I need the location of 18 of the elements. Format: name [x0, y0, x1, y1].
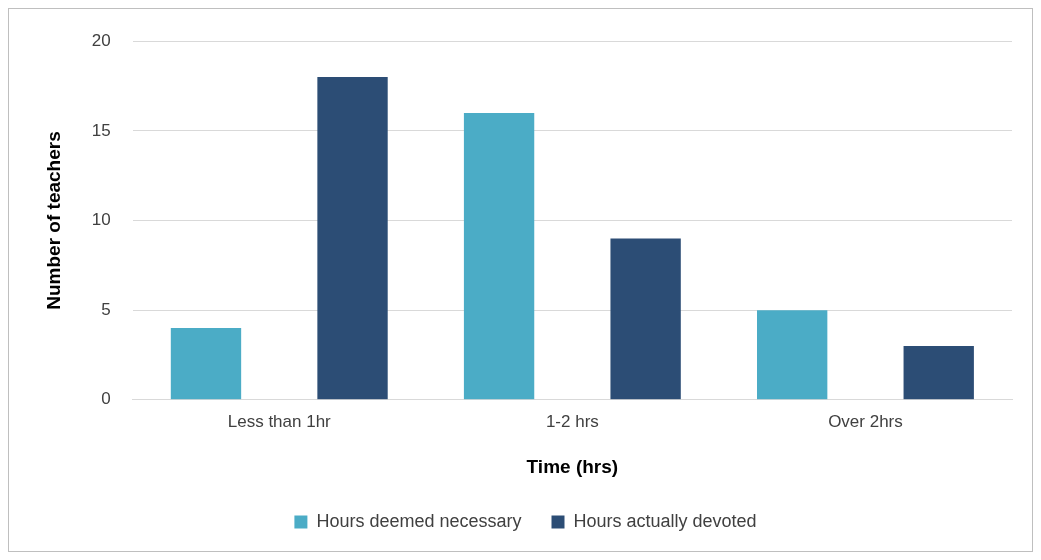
x-tick-label: Over 2hrs — [828, 411, 903, 431]
bar — [757, 310, 828, 400]
y-tick-label: 5 — [101, 299, 111, 319]
x-tick-label: Less than 1hr — [227, 411, 332, 431]
bar — [170, 328, 242, 400]
bar — [610, 238, 681, 400]
legend-label: Hours deemed necessary — [316, 510, 522, 531]
x-tick-label: 1-2 hrs — [545, 411, 599, 431]
y-tick-label: 10 — [91, 210, 111, 230]
y-tick-label: 0 — [101, 389, 111, 409]
y-tick-label: 15 — [91, 120, 111, 140]
x-axis-title: Time (hrs) — [526, 455, 619, 477]
y-tick-label: 20 — [91, 30, 111, 50]
bar — [317, 77, 388, 400]
y-axis-title: Number of teachers — [42, 131, 64, 310]
bar — [463, 112, 535, 400]
bar — [903, 346, 974, 400]
legend-label: Hours actually devoted — [573, 510, 757, 531]
